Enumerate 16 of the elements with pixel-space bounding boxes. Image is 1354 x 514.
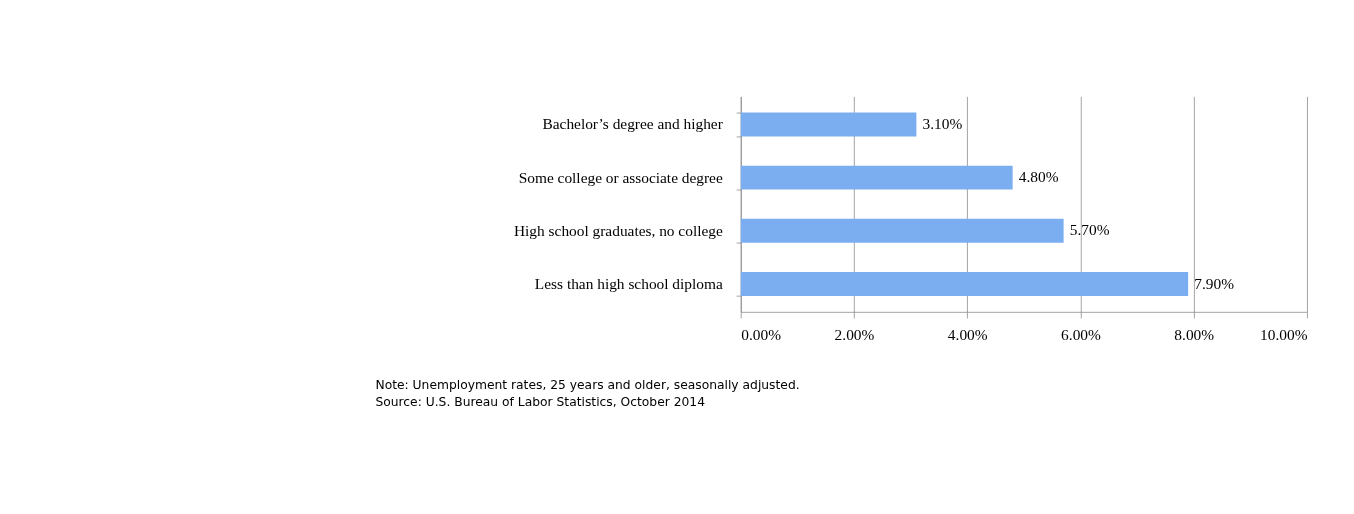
data-label: 5.70% — [1069, 221, 1110, 239]
x-tick-label: 10.00% — [1260, 326, 1308, 344]
x-tick-label: 0.00% — [741, 326, 782, 344]
x-tick-label: 4.00% — [947, 326, 988, 344]
y-tick-label: Some college or associate degree — [518, 168, 723, 186]
x-tick-label: 6.00% — [1061, 326, 1102, 344]
x-tick-label: 2.00% — [834, 326, 875, 344]
y-tick-label: Bachelor’s degree and higher — [542, 115, 723, 133]
source-note: Source: U.S. Bureau of Labor Statistics, October 2014 — [375, 394, 706, 409]
x-tick-label: 8.00% — [1174, 326, 1215, 344]
y-tick-label: Less than high school diploma — [534, 275, 723, 293]
text: Note: Unemployment rates, 25 years and older, seasonally adjusted. — [375, 377, 800, 392]
data-label: 3.10% — [922, 115, 963, 133]
data-label: 4.80% — [1018, 168, 1059, 186]
y-tick-label: High school graduates, no college — [513, 221, 723, 239]
data-label: 7.90% — [1194, 274, 1235, 292]
